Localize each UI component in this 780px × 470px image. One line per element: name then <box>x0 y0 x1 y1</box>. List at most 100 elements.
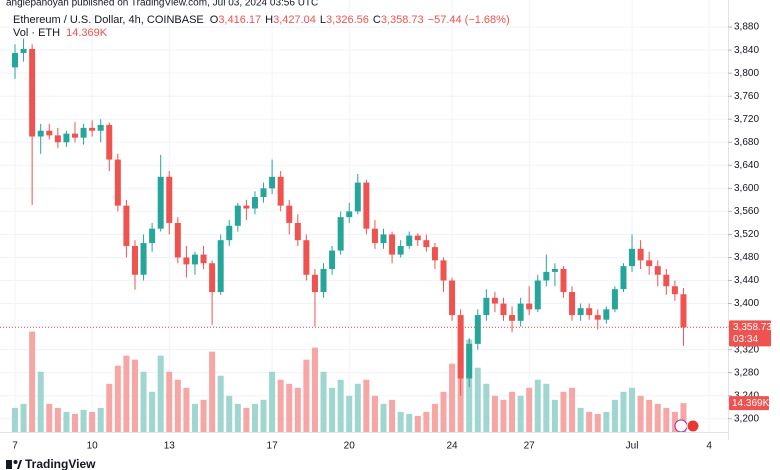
candle-body <box>20 48 27 53</box>
x-tick-label: Jul <box>626 441 639 452</box>
y-tick-label: 3,800 <box>734 68 759 79</box>
volume-label: Vol · ETH <box>13 27 60 39</box>
volume-bar <box>286 383 293 432</box>
brand-logo <box>6 460 22 469</box>
volume-bar <box>303 359 310 432</box>
volume-value: 14.369K <box>66 27 108 39</box>
y-tick-label: 3,520 <box>734 229 759 240</box>
volume-bar <box>629 387 636 432</box>
x-tick-label: 24 <box>447 441 459 452</box>
volume-bar <box>517 395 524 432</box>
y-tick-label: 3,640 <box>734 160 759 171</box>
x-tick-label: 10 <box>87 441 99 452</box>
volume-bar <box>526 387 533 432</box>
candle-body <box>251 196 258 209</box>
volume-bar <box>483 383 490 432</box>
volume-bar <box>277 379 284 432</box>
candle-body <box>226 225 233 241</box>
candle-body <box>337 217 344 251</box>
y-tick-label: 3,720 <box>734 114 759 125</box>
candle-body <box>646 260 653 267</box>
candle-body <box>286 205 293 223</box>
candle-body <box>551 268 558 272</box>
candle-body <box>354 182 361 212</box>
ohlc-value: 3,416.17 <box>218 14 261 26</box>
candle-body <box>474 315 481 344</box>
volume-bar <box>63 411 70 432</box>
candle-body <box>577 308 584 316</box>
y-tick-label: 3,760 <box>734 91 759 102</box>
candle-body <box>217 240 224 293</box>
volume-bar <box>474 367 481 432</box>
volume-bar <box>80 409 87 432</box>
y-tick-label: 3,200 <box>734 413 759 424</box>
volume-bar <box>54 407 61 432</box>
volume-bar <box>251 403 258 432</box>
volume-bar <box>663 407 670 432</box>
volume-bar <box>603 411 610 432</box>
volume-tag <box>729 396 769 411</box>
volume-bar <box>577 407 584 432</box>
candle-body <box>560 268 567 293</box>
candle-body <box>654 266 661 275</box>
candle-body <box>311 274 318 293</box>
candle-body <box>149 228 156 244</box>
volume-bar <box>191 403 198 432</box>
candle-body <box>89 127 96 131</box>
y-tick-label: 3,320 <box>734 344 759 355</box>
candle-body <box>234 205 241 226</box>
volume-bar <box>97 407 104 432</box>
y-tick-label: 3,600 <box>734 183 759 194</box>
symbol-title: Ethereum / U.S. Dollar, 4h, COINBASE <box>13 14 204 26</box>
volume-bar <box>440 391 447 432</box>
volume-bar <box>149 391 156 432</box>
candle-body <box>71 133 78 138</box>
volume-bar <box>431 403 438 432</box>
volume-bar <box>140 371 147 432</box>
volume-bar <box>423 411 430 432</box>
candle-body <box>397 245 404 255</box>
candle-body <box>423 240 430 248</box>
volume-bar <box>329 387 336 432</box>
candle-body <box>97 124 104 131</box>
candle-body <box>166 176 173 223</box>
y-tick-label: 3,480 <box>734 252 759 263</box>
volume-bar <box>234 403 241 432</box>
candle-body <box>346 211 353 218</box>
candle-body <box>663 274 670 287</box>
candle-body <box>483 297 490 316</box>
volume-bar <box>543 383 550 432</box>
volume-bar <box>406 413 413 432</box>
volume-bar <box>71 413 78 432</box>
volume-bar <box>611 399 618 432</box>
candle-body <box>277 176 284 206</box>
volume-bar <box>200 399 207 432</box>
volume-bar <box>491 395 498 432</box>
candle-body <box>509 315 516 321</box>
x-tick-label: 17 <box>267 441 279 452</box>
x-tick-label: 7 <box>12 441 18 452</box>
y-tick-label: 3,560 <box>734 206 759 217</box>
ohlc-value: 3,427.04 <box>273 14 316 26</box>
candle-body <box>543 271 550 281</box>
y-tick-label: 3,240 <box>734 390 759 401</box>
volume-bar <box>89 411 96 432</box>
event-icon <box>674 419 688 433</box>
x-tick-label: 13 <box>164 441 176 452</box>
ohlc-key: H <box>265 14 273 26</box>
volume-bar <box>209 351 216 432</box>
logo-part <box>17 460 22 469</box>
volume-bar <box>29 331 36 432</box>
candle-body <box>329 250 336 269</box>
price-axis-bg <box>729 0 780 440</box>
candle-body <box>114 159 121 206</box>
volume-bar <box>389 399 396 432</box>
volume-bar <box>20 403 27 432</box>
candle-body <box>440 260 447 281</box>
volume-bar <box>637 395 644 432</box>
candle-body <box>389 234 396 255</box>
ohlc-value: 3,326.56 <box>326 14 369 26</box>
volume-bar <box>397 411 404 432</box>
volume-bar <box>509 391 516 432</box>
